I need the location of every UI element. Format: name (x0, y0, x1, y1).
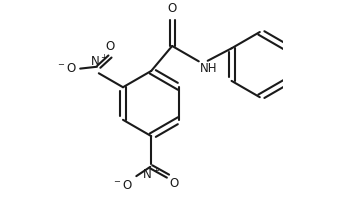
Text: O: O (105, 40, 115, 53)
Text: O: O (168, 2, 177, 15)
Text: N$^+$: N$^+$ (89, 54, 108, 69)
Text: $^-$O: $^-$O (56, 62, 77, 75)
Text: N$^+$: N$^+$ (142, 167, 160, 182)
Text: O: O (169, 177, 178, 190)
Text: $^-$O: $^-$O (112, 179, 134, 192)
Text: NH: NH (200, 62, 217, 75)
